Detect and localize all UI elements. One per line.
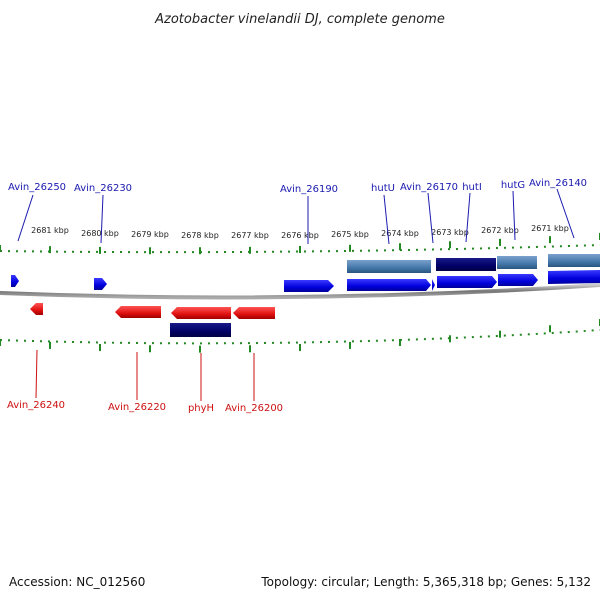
ruler-label: 2676 kbp [281, 231, 319, 240]
leader-line [383, 194, 390, 245]
feature-light [347, 260, 431, 273]
ruler-label: 2673 kbp [431, 228, 469, 237]
gene-forward[interactable] [548, 270, 600, 284]
leader-line [427, 192, 434, 244]
feature-light [497, 256, 537, 269]
ruler-label: 2678 kbp [181, 231, 219, 240]
gene-label[interactable]: hutI [462, 182, 482, 193]
leader-line [512, 190, 516, 241]
feature-dark [170, 323, 231, 337]
accession-text: Accession: NC_012560 [9, 575, 145, 589]
label-leaders-bottom [35, 349, 255, 401]
gene-label[interactable]: hutU [371, 183, 395, 194]
gene-forward[interactable] [347, 279, 431, 291]
leader-line [556, 188, 575, 239]
gene-reverse[interactable] [171, 307, 231, 319]
ruler-labels: 2681 kbp 2680 kbp 2679 kbp 2678 kbp 2677… [31, 224, 569, 240]
gene-labels-bottom: Avin_26240 Avin_26220 phyH Avin_26200 [7, 400, 283, 414]
feature-light [548, 254, 600, 267]
gene-label[interactable]: Avin_26140 [529, 178, 587, 189]
gene-reverse[interactable] [115, 306, 161, 318]
ruler-label: 2680 kbp [81, 229, 119, 238]
topology-text: Topology: circular; Length: 5,365,318 bp… [260, 575, 591, 589]
gene-reverse[interactable] [233, 307, 275, 319]
gene-forward[interactable] [498, 274, 538, 286]
ruler-label: 2679 kbp [131, 230, 169, 239]
feature-track-upper [347, 254, 600, 273]
leader-line [465, 192, 471, 243]
label-leaders [17, 188, 575, 245]
gene-label[interactable]: hutG [501, 180, 525, 191]
gene-label[interactable]: Avin_26230 [74, 183, 132, 194]
gene-forward[interactable] [432, 279, 435, 291]
lower-tick-track [0, 329, 600, 345]
leader-line [17, 194, 34, 242]
leader-line [35, 349, 38, 399]
gene-label[interactable]: phyH [188, 403, 214, 414]
gene-labels-top: Avin_26250 Avin_26230 Avin_26190 hutU Av… [8, 178, 587, 195]
gene-label[interactable]: Avin_26170 [400, 182, 458, 193]
gene-label[interactable]: Avin_26220 [108, 402, 166, 413]
gene-forward[interactable] [437, 276, 497, 288]
ruler-label: 2671 kbp [531, 224, 569, 233]
leader-line [100, 194, 104, 244]
feature-dark [436, 258, 496, 271]
ruler-label: 2681 kbp [31, 226, 69, 235]
gene-label[interactable]: Avin_26250 [8, 182, 66, 193]
genome-backbone [0, 283, 600, 300]
reverse-genes [30, 303, 275, 337]
ruler-label: 2675 kbp [331, 230, 369, 239]
gene-label[interactable]: Avin_26190 [280, 184, 338, 195]
gene-forward[interactable] [94, 278, 107, 290]
ruler-label: 2677 kbp [231, 231, 269, 240]
map-title: Azotobacter vinelandii DJ, complete geno… [154, 12, 445, 27]
ruler-label: 2672 kbp [481, 226, 519, 235]
ruler-label: 2674 kbp [381, 229, 419, 238]
forward-genes [11, 270, 600, 292]
gene-forward[interactable] [284, 280, 334, 292]
gene-label[interactable]: Avin_26240 [7, 400, 65, 411]
gene-label[interactable]: Avin_26200 [225, 403, 283, 414]
gene-forward[interactable] [11, 275, 19, 287]
gene-reverse[interactable] [30, 303, 43, 315]
tick-marks [0, 233, 600, 353]
